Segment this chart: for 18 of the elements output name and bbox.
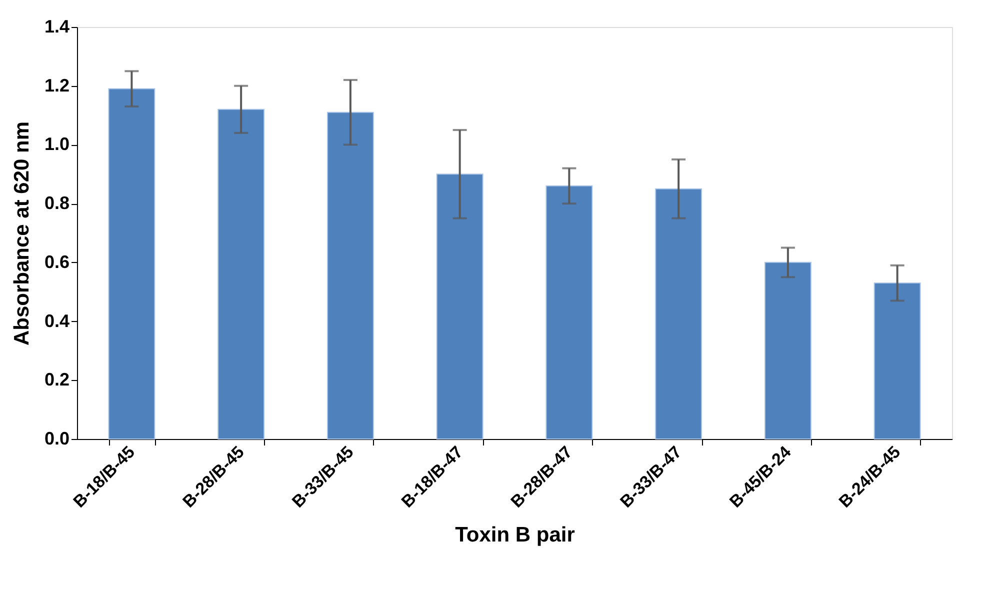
y-tick-label: 0.2	[44, 370, 70, 390]
y-tick-label: 0.6	[44, 252, 70, 272]
y-tick-label: 1.2	[44, 75, 70, 96]
y-tick-label: 1.4	[44, 16, 70, 36]
bar	[655, 188, 702, 440]
bar	[874, 282, 921, 440]
y-tick-label: 1.0	[44, 134, 70, 154]
bar	[436, 174, 484, 440]
x-axis-title: Toxin B pair	[455, 524, 575, 547]
bar	[546, 185, 593, 440]
y-tick-label: 0.8	[44, 193, 70, 214]
bar	[218, 108, 265, 440]
bar	[326, 112, 374, 440]
bar	[764, 262, 812, 440]
bar	[108, 88, 156, 440]
y-tick-label: 0.4	[44, 310, 70, 331]
y-tick-label: 0.0	[44, 428, 70, 448]
y-axis-title: Absorbance at 620 nm	[10, 121, 34, 346]
